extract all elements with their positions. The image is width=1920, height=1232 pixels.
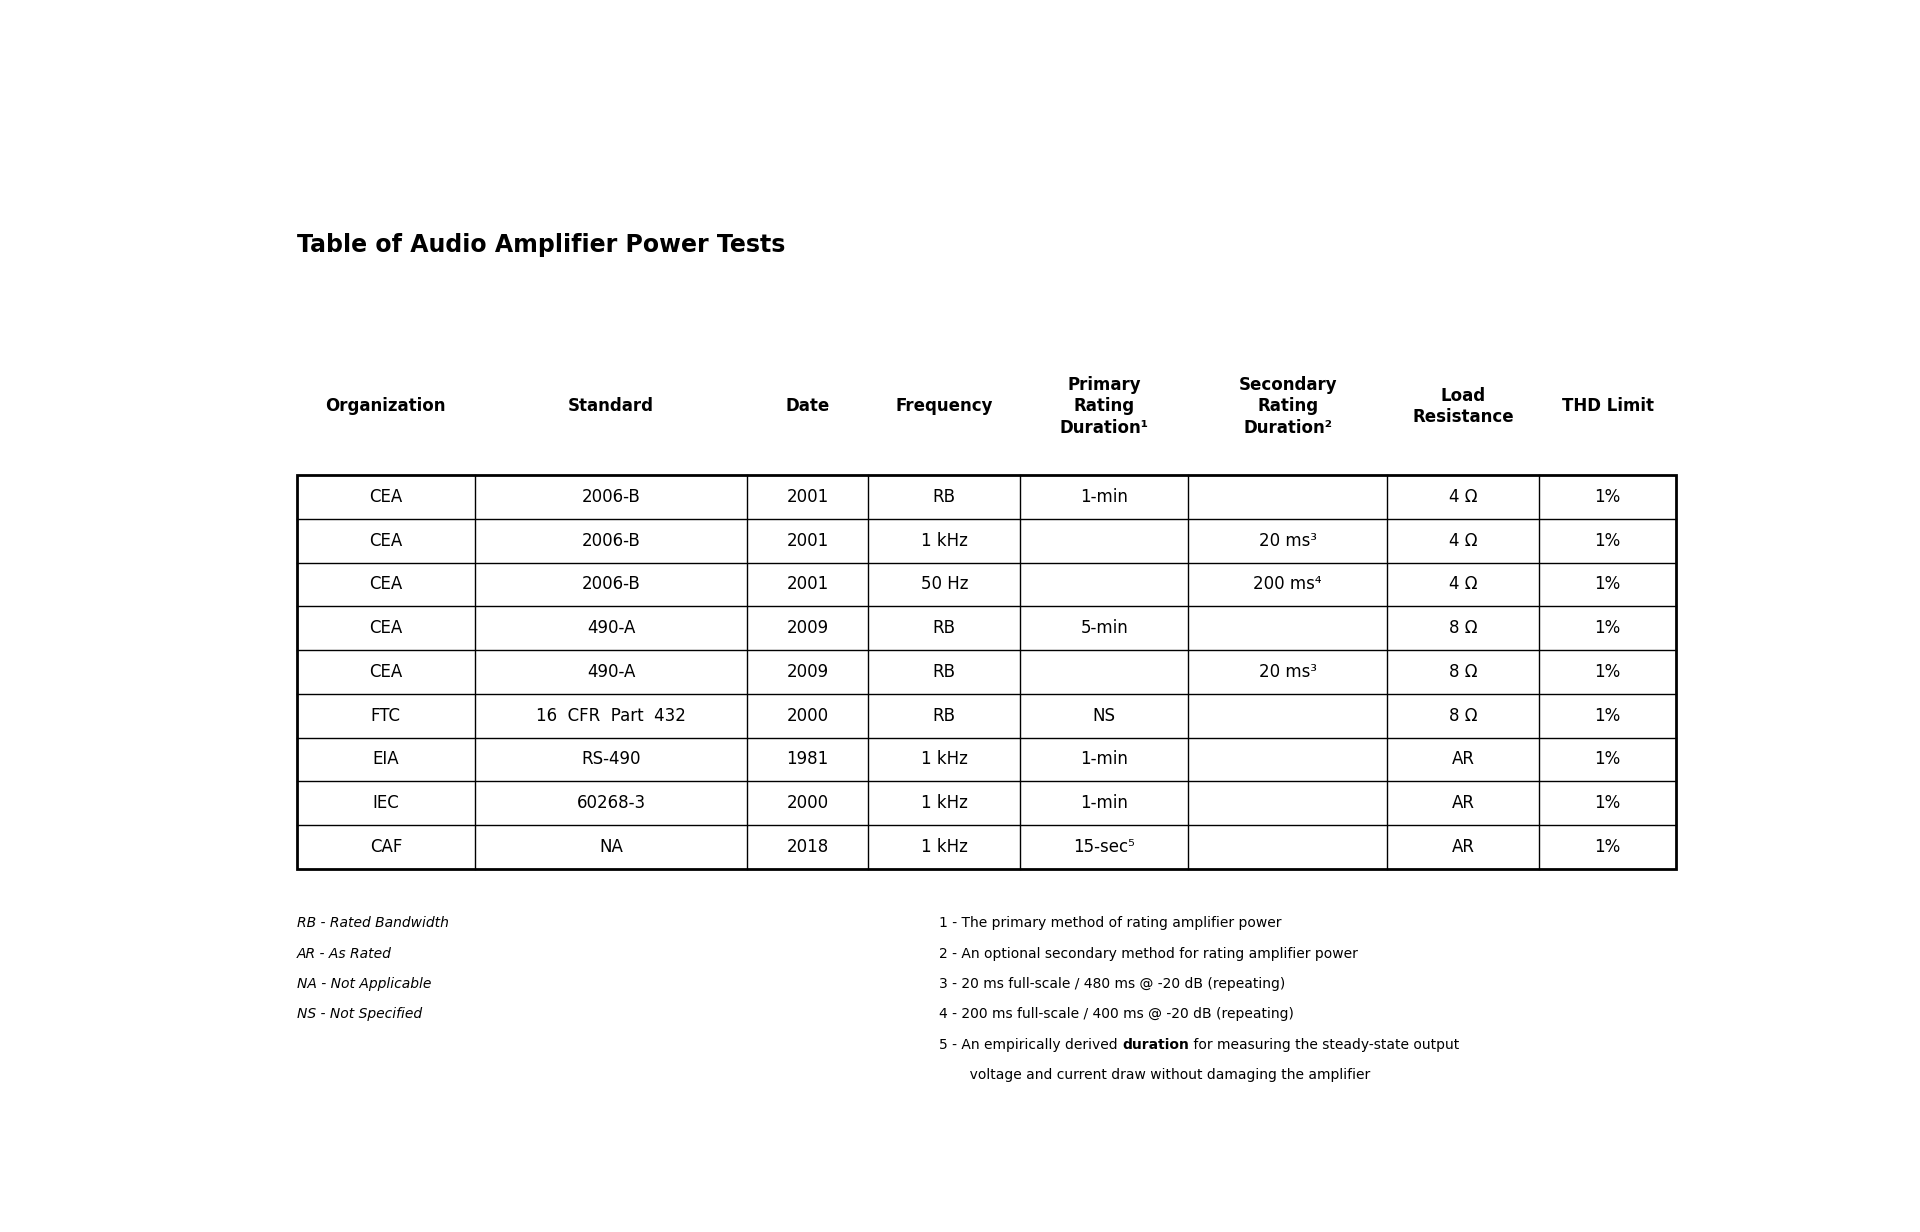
Text: 1%: 1% (1594, 663, 1620, 681)
Text: 1 - The primary method of rating amplifier power: 1 - The primary method of rating amplifi… (939, 917, 1283, 930)
Text: 4 Ω: 4 Ω (1450, 488, 1476, 506)
Text: 2001: 2001 (787, 532, 829, 549)
Text: Load
Resistance: Load Resistance (1413, 387, 1515, 426)
Text: Secondary
Rating
Duration²: Secondary Rating Duration² (1238, 376, 1336, 437)
Text: Organization: Organization (326, 398, 445, 415)
Text: 1%: 1% (1594, 750, 1620, 769)
Text: 1 kHz: 1 kHz (922, 750, 968, 769)
Text: Primary
Rating
Duration¹: Primary Rating Duration¹ (1060, 376, 1148, 437)
Text: Standard: Standard (568, 398, 655, 415)
Text: RB: RB (933, 620, 956, 637)
Text: 16  CFR  Part  432: 16 CFR Part 432 (536, 707, 685, 724)
Text: 2006-B: 2006-B (582, 575, 641, 594)
Text: CEA: CEA (369, 575, 403, 594)
Text: EIA: EIA (372, 750, 399, 769)
Text: NS - Not Specified: NS - Not Specified (296, 1008, 422, 1021)
Text: 15-sec⁵: 15-sec⁵ (1073, 838, 1135, 856)
Text: 4 Ω: 4 Ω (1450, 532, 1476, 549)
Text: 490-A: 490-A (588, 663, 636, 681)
Text: RB - Rated Bandwidth: RB - Rated Bandwidth (296, 917, 449, 930)
Text: 1-min: 1-min (1081, 795, 1129, 812)
Text: RB: RB (933, 663, 956, 681)
Text: 2000: 2000 (787, 795, 829, 812)
Text: 1 kHz: 1 kHz (922, 795, 968, 812)
Text: 20 ms³: 20 ms³ (1260, 532, 1317, 549)
Text: CEA: CEA (369, 620, 403, 637)
Text: 1%: 1% (1594, 532, 1620, 549)
Text: 8 Ω: 8 Ω (1450, 620, 1476, 637)
Text: 2 - An optional secondary method for rating amplifier power: 2 - An optional secondary method for rat… (939, 946, 1357, 961)
Text: AR: AR (1452, 750, 1475, 769)
Bar (296, 476, 1676, 869)
Text: voltage and current draw without damaging the amplifier: voltage and current draw without damagin… (939, 1068, 1371, 1082)
Text: 2009: 2009 (787, 620, 829, 637)
Text: 2001: 2001 (787, 575, 829, 594)
Text: 8 Ω: 8 Ω (1450, 663, 1476, 681)
Text: AR - As Rated: AR - As Rated (296, 946, 392, 961)
Text: 1 kHz: 1 kHz (922, 838, 968, 856)
Text: 5 - An empirically derived: 5 - An empirically derived (939, 1037, 1123, 1052)
Text: FTC: FTC (371, 707, 401, 724)
Text: NS: NS (1092, 707, 1116, 724)
Text: 4 Ω: 4 Ω (1450, 575, 1476, 594)
Text: for measuring the steady-state output: for measuring the steady-state output (1188, 1037, 1459, 1052)
Text: NA: NA (599, 838, 622, 856)
Text: 20 ms³: 20 ms³ (1260, 663, 1317, 681)
Text: 1981: 1981 (787, 750, 829, 769)
Text: 2009: 2009 (787, 663, 829, 681)
Text: 1%: 1% (1594, 575, 1620, 594)
Text: 3 - 20 ms full-scale / 480 ms @ -20 dB (repeating): 3 - 20 ms full-scale / 480 ms @ -20 dB (… (939, 977, 1286, 991)
Text: THD Limit: THD Limit (1561, 398, 1653, 415)
Text: 200 ms⁴: 200 ms⁴ (1254, 575, 1321, 594)
Text: Table of Audio Amplifier Power Tests: Table of Audio Amplifier Power Tests (296, 233, 785, 257)
Text: 2006-B: 2006-B (582, 532, 641, 549)
Text: 1%: 1% (1594, 707, 1620, 724)
Text: 2001: 2001 (787, 488, 829, 506)
Text: RS-490: RS-490 (582, 750, 641, 769)
Text: 1-min: 1-min (1081, 488, 1129, 506)
Text: 2000: 2000 (787, 707, 829, 724)
Text: 50 Hz: 50 Hz (920, 575, 968, 594)
Text: Date: Date (785, 398, 829, 415)
Text: 2018: 2018 (787, 838, 829, 856)
Text: 1%: 1% (1594, 795, 1620, 812)
Text: CEA: CEA (369, 532, 403, 549)
Text: 1%: 1% (1594, 488, 1620, 506)
Text: RB: RB (933, 488, 956, 506)
Text: 1%: 1% (1594, 620, 1620, 637)
Text: AR: AR (1452, 838, 1475, 856)
Text: 5-min: 5-min (1081, 620, 1129, 637)
Text: 8 Ω: 8 Ω (1450, 707, 1476, 724)
Text: IEC: IEC (372, 795, 399, 812)
Text: 1-min: 1-min (1081, 750, 1129, 769)
Text: duration: duration (1123, 1037, 1188, 1052)
Text: AR: AR (1452, 795, 1475, 812)
Text: NA - Not Applicable: NA - Not Applicable (296, 977, 430, 991)
Text: 4 - 200 ms full-scale / 400 ms @ -20 dB (repeating): 4 - 200 ms full-scale / 400 ms @ -20 dB … (939, 1008, 1294, 1021)
Text: 60268-3: 60268-3 (576, 795, 645, 812)
Text: 1%: 1% (1594, 838, 1620, 856)
Text: 490-A: 490-A (588, 620, 636, 637)
Text: 2006-B: 2006-B (582, 488, 641, 506)
Text: CEA: CEA (369, 488, 403, 506)
Text: Frequency: Frequency (895, 398, 993, 415)
Text: 1 kHz: 1 kHz (922, 532, 968, 549)
Text: CEA: CEA (369, 663, 403, 681)
Text: CAF: CAF (371, 838, 401, 856)
Text: RB: RB (933, 707, 956, 724)
